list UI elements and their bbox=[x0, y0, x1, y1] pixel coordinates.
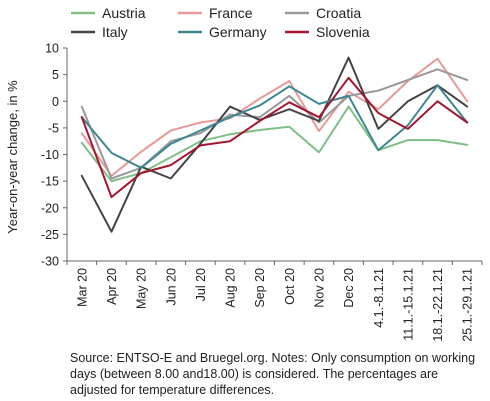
x-tick-label: 25.1.-29.1.21 bbox=[461, 268, 475, 342]
x-tick-label: Jun 20 bbox=[164, 268, 178, 306]
x-tick-label: Oct 20 bbox=[283, 268, 297, 305]
x-tick-label: Jul 20 bbox=[194, 268, 208, 301]
series-line-italy bbox=[80, 56, 469, 233]
y-tick-label: -5 bbox=[48, 121, 59, 135]
y-tick-label: -20 bbox=[41, 201, 59, 215]
legend-label-france: France bbox=[209, 5, 253, 21]
chart-source-note: Source: ENTSO-E and Bruegel.org. Notes: … bbox=[70, 351, 476, 397]
legend-label-croatia: Croatia bbox=[316, 5, 361, 21]
y-tick-label: -30 bbox=[41, 255, 59, 269]
x-tick-label: Nov 20 bbox=[312, 268, 326, 308]
x-tick-label: May 20 bbox=[135, 268, 149, 309]
y-tick-label: -15 bbox=[41, 175, 59, 189]
x-axis: Mar 20 Apr 20 May 20 Jun 20 Jul 20 Aug 20 Sep … bbox=[66, 260, 483, 342]
y-axis: 10 5 0 -5 -10 -15 -20 -25 -30 bbox=[41, 42, 68, 269]
x-tick-label: 18.1.-22.1.21 bbox=[431, 268, 445, 342]
chart-legend: Austria France Croatia Italy Germany Slovenia bbox=[71, 5, 370, 40]
plot-area bbox=[80, 56, 469, 233]
y-tick-label: -10 bbox=[41, 148, 59, 162]
x-tick-label: Apr 20 bbox=[105, 268, 119, 305]
y-tick-label: 10 bbox=[45, 42, 59, 56]
x-tick-label: Dec 20 bbox=[342, 268, 356, 308]
series-line-slovenia bbox=[80, 76, 469, 199]
y-tick-label: 0 bbox=[52, 95, 59, 109]
series-line-france bbox=[80, 57, 469, 177]
y-tick-label: 5 bbox=[52, 68, 59, 82]
x-tick-label: Mar 20 bbox=[75, 268, 89, 307]
legend-label-germany: Germany bbox=[209, 24, 267, 40]
y-tick-label: -25 bbox=[41, 228, 59, 242]
x-tick-label: 4.1.-8.1.21 bbox=[372, 268, 386, 328]
series-line-austria bbox=[80, 105, 469, 183]
y-axis-title: Year-on-year change, in % bbox=[5, 80, 20, 234]
line-chart: Austria France Croatia Italy Germany Slovenia… bbox=[5, 5, 483, 342]
legend-label-italy: Italy bbox=[102, 24, 128, 40]
x-tick-label: 11.1.-15.1.21 bbox=[401, 268, 415, 341]
x-tick-label: Sep 20 bbox=[253, 268, 267, 308]
legend-label-slovenia: Slovenia bbox=[316, 24, 370, 40]
x-tick-label: Aug 20 bbox=[224, 268, 238, 308]
legend-label-austria: Austria bbox=[102, 5, 146, 21]
series-line-germany bbox=[80, 84, 469, 169]
